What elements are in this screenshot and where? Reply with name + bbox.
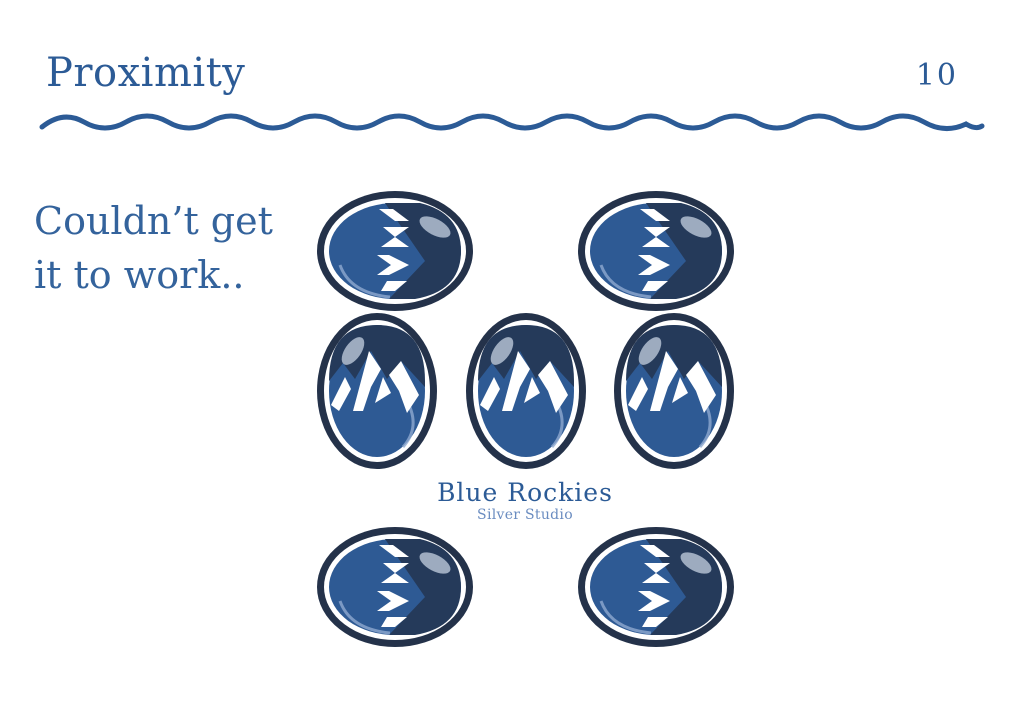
badge-bottom-left xyxy=(315,525,475,649)
badge-top-right xyxy=(576,189,736,313)
wave-divider xyxy=(39,113,985,131)
page-number: 10 xyxy=(915,58,958,93)
badge-middle-center xyxy=(464,311,588,471)
slide-title: Proximity xyxy=(46,50,246,96)
brand-subtitle: Silver Studio xyxy=(477,507,573,523)
badge-top-left xyxy=(315,189,475,313)
badge-middle-right xyxy=(612,311,736,471)
note-line-2: it to work.. xyxy=(34,253,245,297)
brand-name: Blue Rockies xyxy=(437,478,613,507)
badge-middle-left xyxy=(315,311,439,471)
badge-bottom-right xyxy=(576,525,736,649)
note-text: Couldn’t get it to work.. xyxy=(34,194,294,302)
brand-logotype: Blue Rockies Silver Studio xyxy=(410,478,640,522)
note-line-1: Couldn’t get xyxy=(34,199,273,243)
